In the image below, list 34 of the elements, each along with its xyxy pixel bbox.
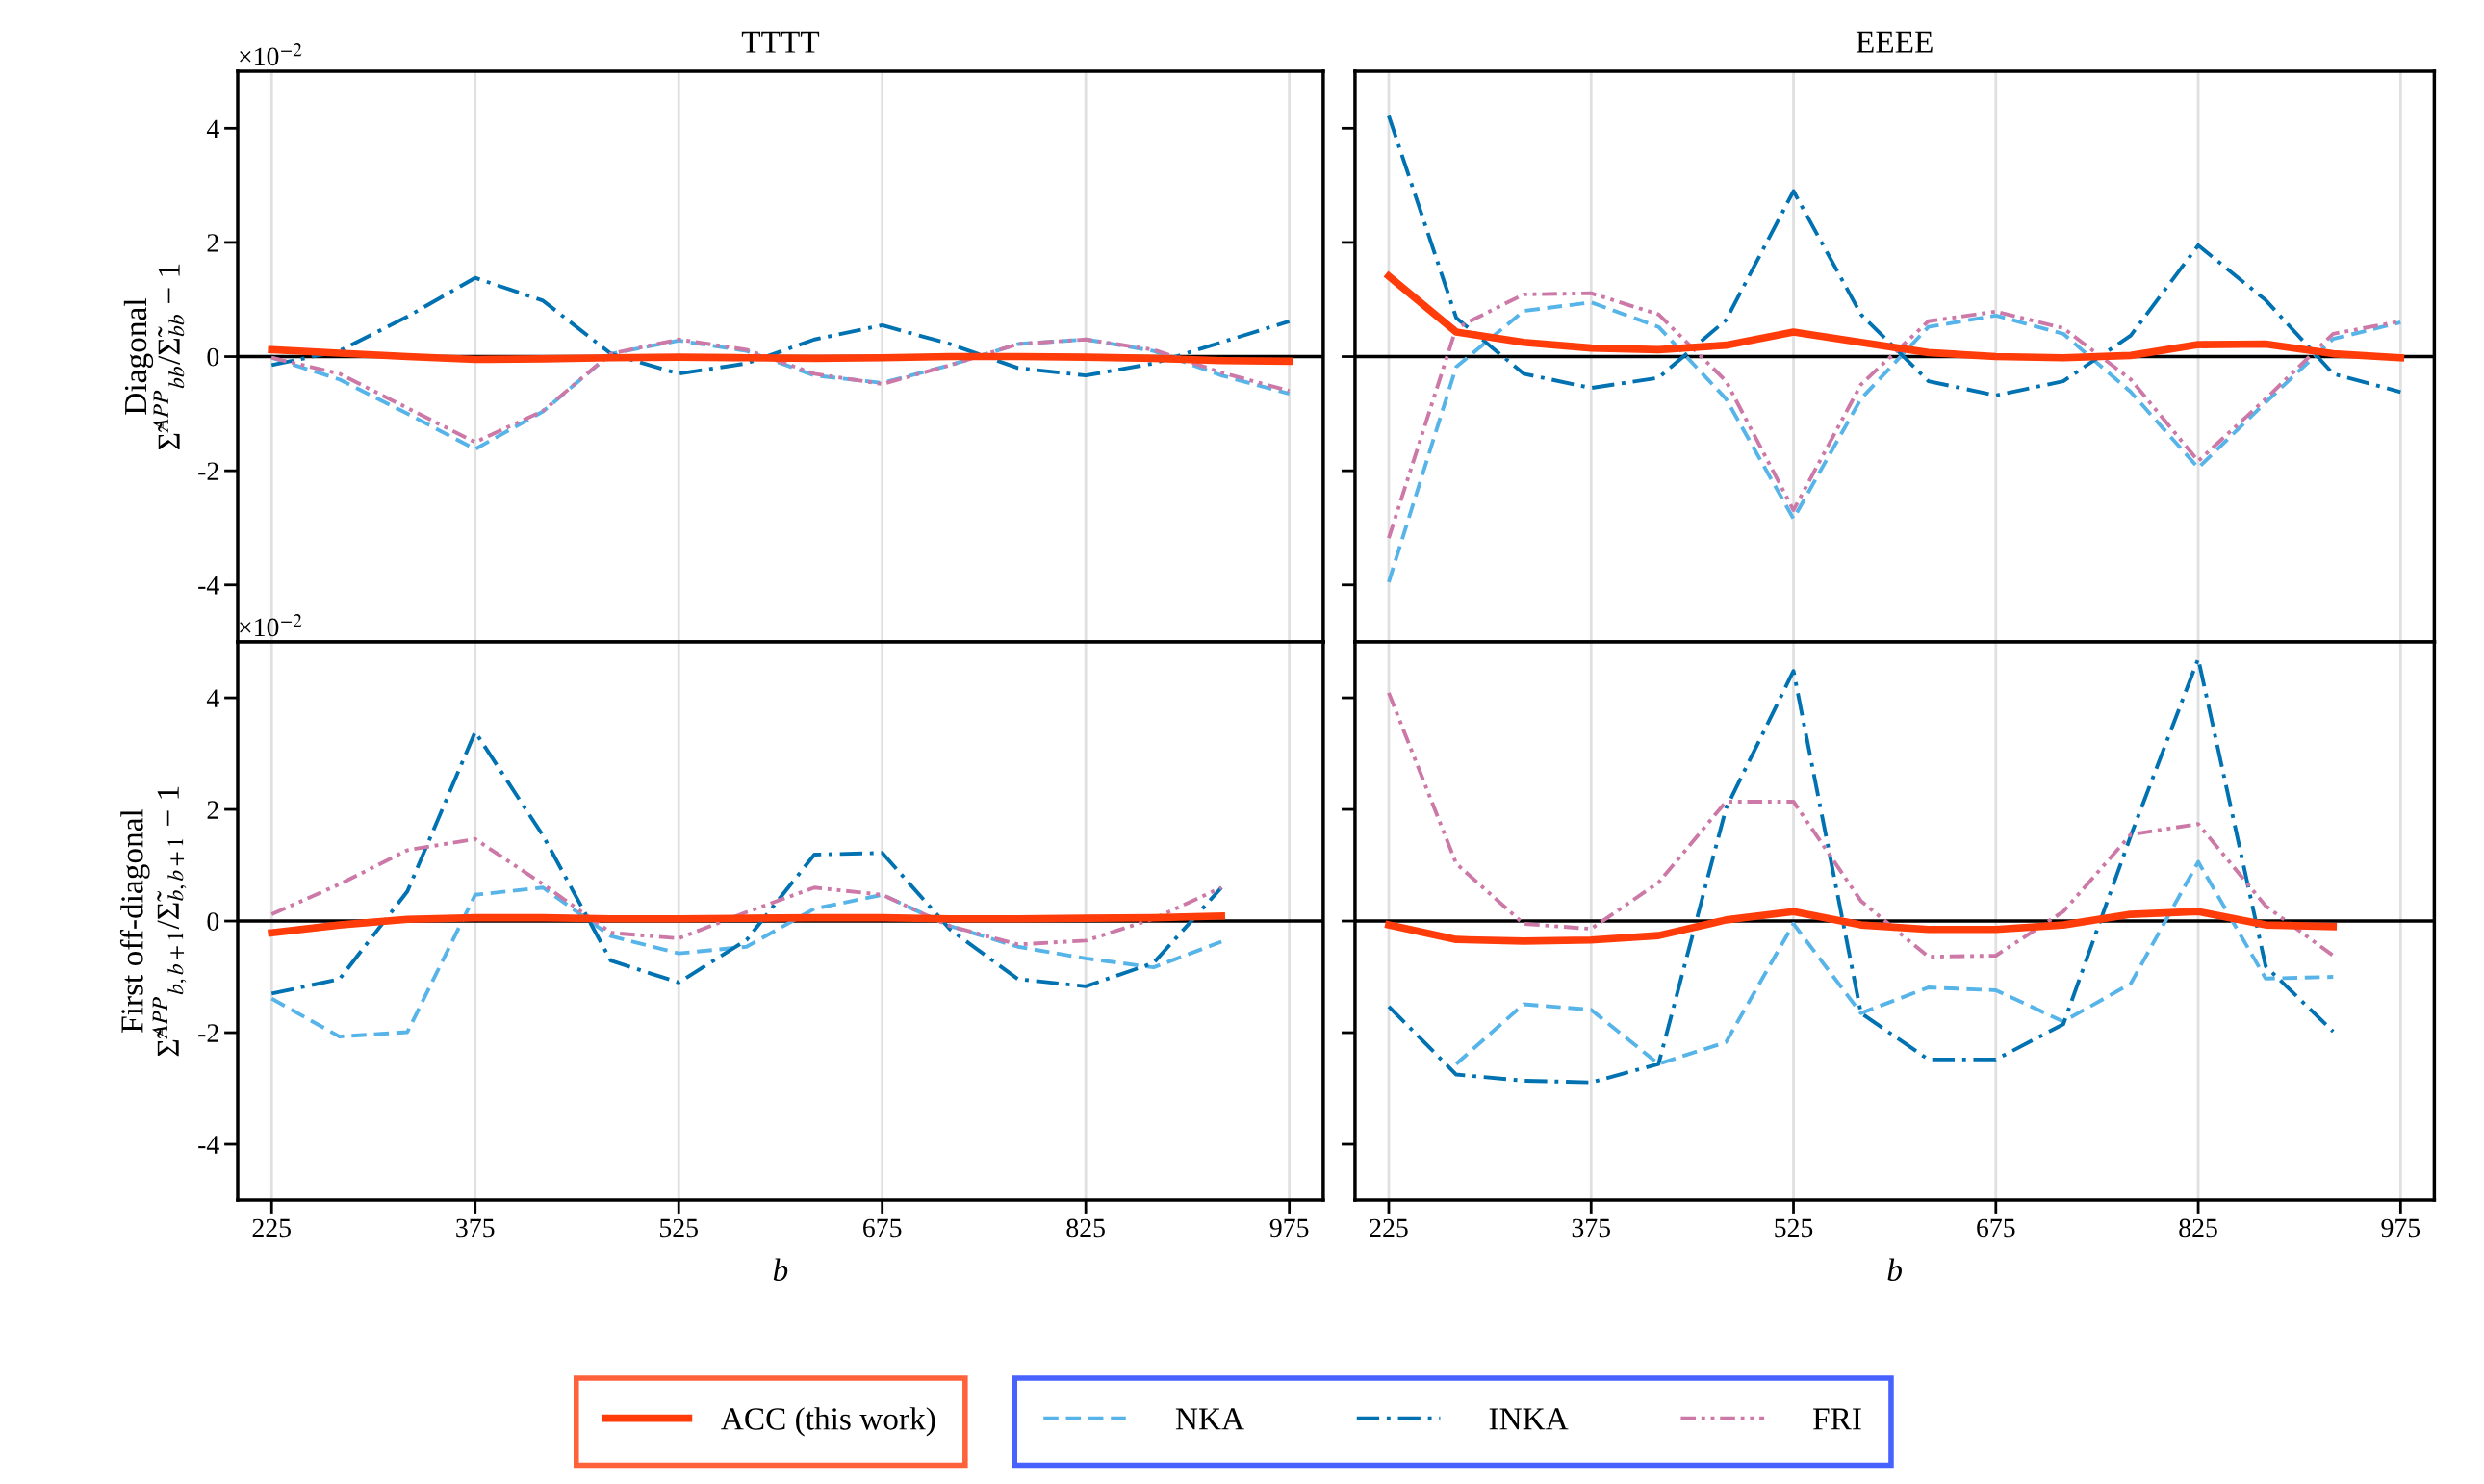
y-tick-label: -4	[198, 1136, 219, 1154]
x-tick-label: 525	[659, 1218, 698, 1238]
x-tick-label: 825	[2179, 1218, 2217, 1238]
legend-label: INKA	[1489, 1408, 1569, 1430]
text: ×10$^{−2}$	[240, 43, 302, 66]
x-tick-label: 675	[1977, 1218, 2015, 1238]
legend-label: NKA	[1175, 1408, 1244, 1430]
y-tick-label: 2	[207, 234, 218, 252]
chart-title: EEEE	[1856, 31, 1933, 53]
chart-title: TTTT	[741, 31, 820, 53]
y-tick-label: -2	[198, 1024, 218, 1042]
y-tick-label: -4	[198, 576, 219, 595]
x-tick-label: 375	[1572, 1218, 1610, 1238]
legend-label: FRI	[1813, 1408, 1861, 1430]
x-tick-label: 225	[252, 1218, 291, 1238]
y-axis-title: First off-diagonal Σ̃$^{APP}$$_{b,b+1}$/Σ̃$_{b,b+1}$ − 1	[119, 786, 187, 1057]
x-tick-label: 525	[1775, 1218, 1813, 1238]
x-tick-label: 975	[1269, 1218, 1309, 1238]
y-axis-title: Diagonal Σ̃$^{APP}$$_{bb}$/Σ̃$_{bb}$ − 1	[123, 264, 185, 450]
y-tick-label: 4	[206, 689, 219, 707]
y-tick-label: 0	[207, 912, 219, 931]
x-tick-label: 675	[863, 1218, 902, 1238]
y-tick-label: 4	[206, 119, 219, 138]
y-tick-label: 0	[207, 347, 219, 367]
x-tick-label: 225	[1370, 1218, 1408, 1238]
legend-label: ACC (this work)	[721, 1407, 935, 1437]
annotation: ×10$^{−2}$	[240, 614, 302, 637]
y-tick-label: -2	[198, 462, 218, 480]
y-tick-label: 2	[207, 801, 218, 819]
x-tick-label: 825	[1066, 1218, 1105, 1238]
x-axis-title: b	[773, 1258, 788, 1282]
x-tick-label: 375	[456, 1218, 495, 1238]
x-tick-label: 975	[2381, 1218, 2420, 1238]
x-axis-title: b	[1887, 1258, 1902, 1282]
